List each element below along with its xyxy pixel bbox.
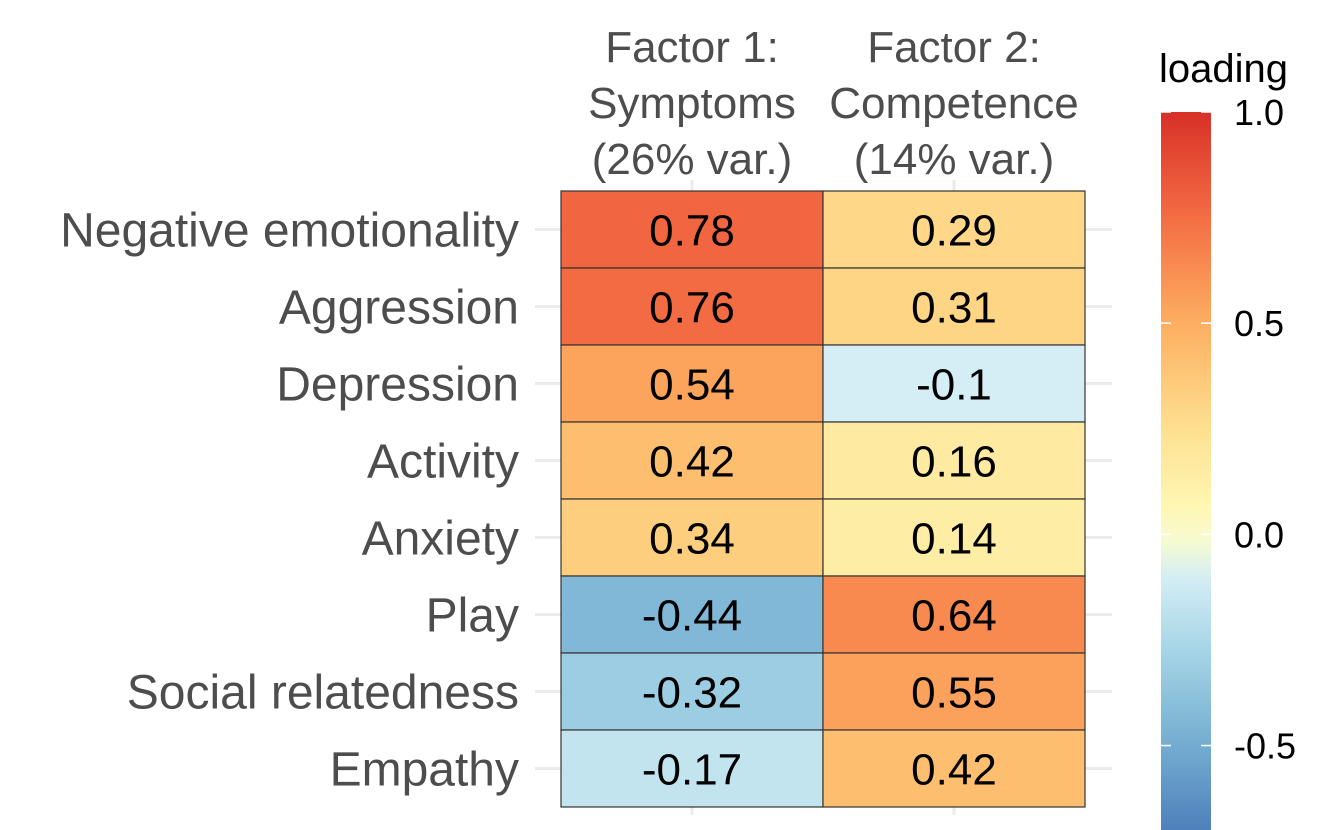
heatmap-cell	[822, 498, 1086, 577]
column-label-line: (14% var.)	[854, 135, 1055, 184]
cell-value-label: 0.16	[911, 438, 997, 487]
row-label-depression: Depression	[276, 359, 519, 412]
column-label: Factor 1: Symptoms (26% var.)	[588, 23, 796, 184]
row-label-negative-emotionality: Negative emotionality	[60, 205, 519, 258]
heatmap-cell	[822, 729, 1086, 808]
heatmap-cell	[822, 344, 1086, 423]
cell-value-label: 0.42	[911, 746, 997, 795]
heatmap-cell	[560, 729, 824, 808]
cell-value-label: -0.44	[642, 592, 742, 641]
row-label-empathy: Empathy	[330, 744, 519, 797]
heatmap-cell	[822, 575, 1086, 654]
row-label-activity: Activity	[367, 436, 519, 489]
row-label-social-relatedness: Social relatedness	[127, 667, 519, 720]
cell-value-label: -0.1	[916, 361, 992, 410]
heatmap-cell	[560, 344, 824, 423]
heatmap-cell	[560, 498, 824, 577]
heatmap-cell	[560, 575, 824, 654]
cell-value-label: 0.31	[911, 284, 997, 333]
row-label-aggression: Aggression	[279, 282, 519, 335]
heatmap-cell	[822, 421, 1086, 500]
legend-tick-label: 0.5	[1234, 303, 1284, 344]
legend-tick-label: 0.0	[1234, 514, 1284, 555]
heatmap-cell	[822, 652, 1086, 731]
heatmap-cell	[560, 421, 824, 500]
cell-value-label: 0.64	[911, 592, 997, 641]
heatmap-cell	[560, 652, 824, 731]
heatmap-cell	[822, 190, 1086, 269]
legend-color-bar	[1161, 112, 1211, 830]
row-labels: Negative emotionality Aggression Depressio…	[60, 205, 519, 797]
cell-value-label: 0.76	[649, 284, 735, 333]
column-label-line: Factor 2:	[867, 23, 1041, 72]
cell-value-label: 0.78	[649, 207, 735, 256]
column-label-line: Symptoms	[588, 79, 796, 128]
column-label-line: Factor 1:	[605, 23, 779, 72]
heatmap-cell	[822, 267, 1086, 346]
legend-title: loading	[1159, 47, 1288, 91]
cell-value-label: 0.34	[649, 515, 735, 564]
heatmap-cells: 0.78 0.29 0.76 0.31 0.54 -0.1 0.42 0.16 0.34 0.14…	[560, 190, 1086, 808]
cell-value-label: 0.42	[649, 438, 735, 487]
column-label: Factor 2: Competence (14% var.)	[829, 23, 1078, 184]
legend-tick-label: 1.0	[1234, 92, 1284, 133]
cell-value-label: -0.17	[642, 746, 742, 795]
column-label-line: (26% var.)	[592, 135, 793, 184]
column-labels: Factor 1: Symptoms (26% var.) Factor 2: Comp…	[588, 23, 1079, 184]
cell-value-label: 0.14	[911, 515, 997, 564]
column-label-line: Competence	[829, 79, 1078, 128]
legend-tick-label: -0.5	[1234, 726, 1296, 767]
cell-value-label: 0.54	[649, 361, 735, 410]
cell-value-label: 0.29	[911, 207, 997, 256]
cell-value-label: -0.32	[642, 669, 742, 718]
row-label-play: Play	[426, 590, 519, 643]
cell-value-label: 0.55	[911, 669, 997, 718]
row-label-anxiety: Anxiety	[362, 513, 519, 566]
